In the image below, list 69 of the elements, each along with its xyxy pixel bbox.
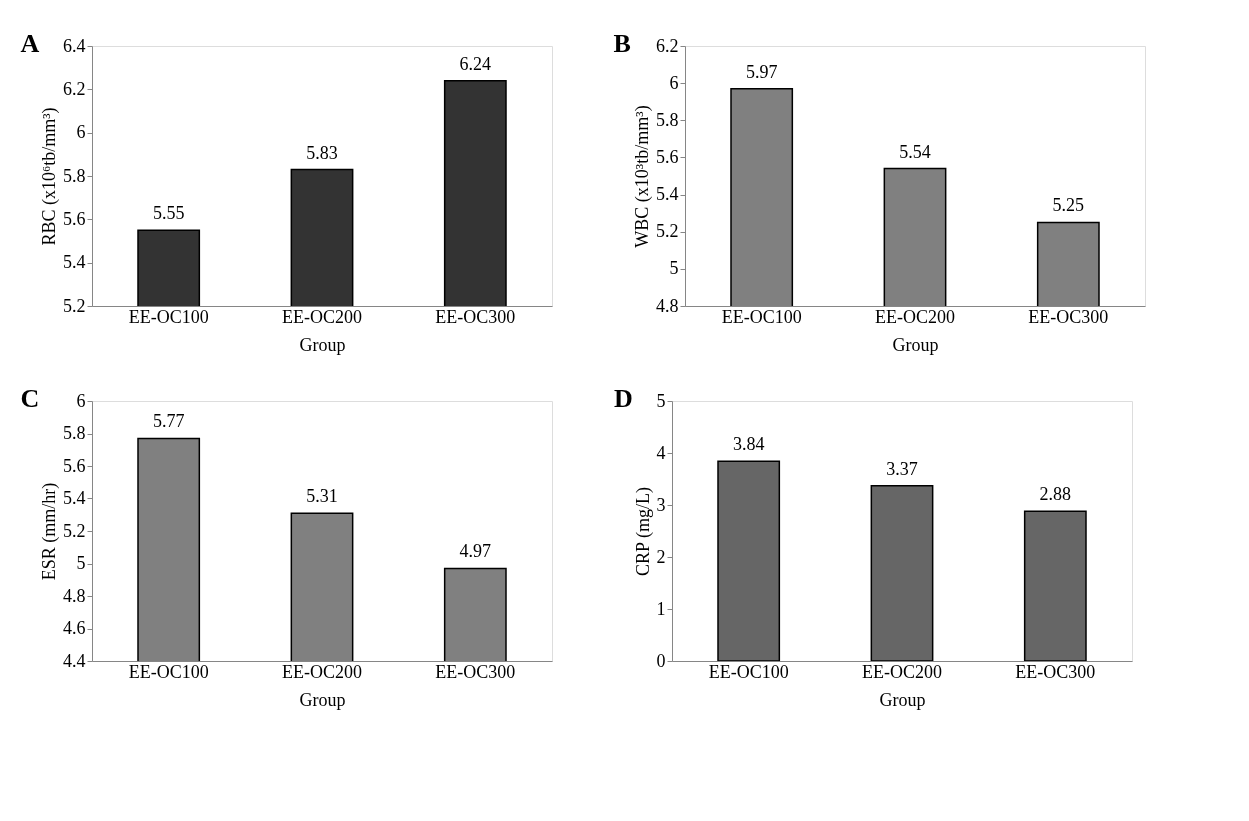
y-tick-label: 5.2 (63, 520, 86, 541)
chart-title: C (20, 384, 40, 413)
x-tick-label: EE-OC200 (282, 306, 362, 327)
x-axis-title: Group (892, 334, 939, 355)
y-tick-label: 3 (656, 494, 666, 515)
y-tick-label: 5.6 (63, 455, 86, 476)
y-tick-label: 6 (76, 390, 86, 411)
y-tick-label: 5.6 (656, 146, 679, 167)
y-tick-label: 5.8 (656, 109, 679, 130)
y-tick-label: 5.2 (63, 295, 86, 316)
y-tick-label: 5 (656, 390, 666, 411)
y-tick-label: 5.8 (63, 423, 86, 443)
y-tick-label: 4.4 (63, 650, 86, 671)
data-label: 5.83 (306, 142, 338, 163)
x-axis-title: Group (299, 689, 346, 710)
y-axis-title: CRP (mg/L) (632, 487, 654, 576)
y-tick-label: 6 (669, 72, 679, 93)
data-label: 6.24 (459, 53, 492, 74)
x-tick-label: EE-OC300 (1015, 661, 1096, 682)
x-tick-label: EE-OC300 (435, 661, 516, 682)
x-tick-label: EE-OC300 (435, 306, 516, 327)
chart-title: A (20, 29, 40, 58)
y-tick-label: 5.2 (656, 221, 679, 242)
bar (717, 460, 781, 661)
data-label: 5.25 (1052, 195, 1085, 216)
y-tick-label: 5 (76, 553, 86, 573)
bar (870, 485, 934, 661)
y-tick-label: 5.4 (63, 252, 86, 273)
y-tick-label: 4.6 (63, 618, 86, 638)
bar (1023, 510, 1087, 661)
x-tick-label: EE-OC100 (128, 306, 209, 327)
y-tick-label: 5 (669, 258, 679, 279)
x-tick-label: EE-OC100 (708, 661, 789, 682)
data-label: 5.54 (899, 141, 931, 162)
x-tick-label: EE-OC200 (862, 661, 942, 682)
x-tick-label: EE-OC200 (875, 306, 955, 327)
y-tick-label: 5.4 (63, 488, 86, 508)
x-tick-label: EE-OC200 (282, 661, 362, 682)
data-label: 4.97 (459, 541, 492, 562)
y-tick-label: 5.4 (656, 184, 679, 205)
data-label: 2.88 (1039, 484, 1072, 505)
y-axis-title: RBC (x10⁶tb/mm³) (39, 107, 60, 246)
y-tick-label: 6.2 (63, 78, 86, 99)
data-label: 5.77 (152, 411, 185, 432)
chart-title: D (614, 384, 633, 413)
y-axis-title: ESR (mm/hr) (39, 482, 60, 581)
y-axis-title: WBC (x10³tb/mm³) (632, 105, 653, 248)
y-tick-label: 2 (656, 546, 666, 567)
y-tick-label: 4.8 (63, 585, 86, 606)
x-axis-title: Group (879, 689, 926, 710)
data-label: 3.37 (886, 458, 918, 479)
data-label: 5.31 (306, 486, 338, 507)
data-label: 5.97 (745, 61, 778, 82)
y-tick-label: 4.8 (656, 295, 679, 316)
y-tick-label: 6.2 (656, 35, 679, 56)
y-tick-label: 6 (76, 122, 86, 143)
y-tick-label: 4 (656, 442, 666, 463)
y-tick-label: 0 (656, 650, 666, 671)
x-tick-label: EE-OC100 (128, 661, 209, 682)
x-axis-title: Group (299, 334, 346, 355)
y-tick-label: 5.8 (63, 165, 86, 186)
data-label: 5.55 (152, 203, 185, 224)
chart-title: B (613, 29, 631, 58)
y-tick-label: 6.4 (63, 35, 86, 56)
x-tick-label: EE-OC100 (721, 306, 802, 327)
y-tick-label: 5.6 (63, 208, 86, 229)
x-tick-label: EE-OC300 (1028, 306, 1109, 327)
y-tick-label: 1 (656, 598, 666, 619)
data-label: 3.84 (732, 434, 765, 455)
